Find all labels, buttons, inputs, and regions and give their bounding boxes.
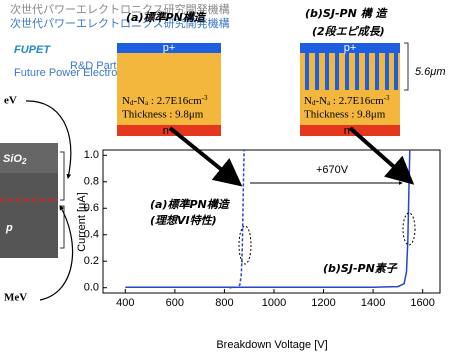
annotation: +670V	[316, 164, 349, 176]
logo-small: 次世代パワーエレクトロニクス研究開発機構	[10, 2, 230, 16]
x-tick-label: 1600	[410, 297, 434, 309]
drift-layer	[117, 53, 221, 125]
x-tick-label: 600	[166, 297, 184, 309]
y-axis-label: Current [μA]	[76, 192, 88, 252]
y-tick-label: 0.8	[84, 176, 99, 188]
y-tick-label: 1.0	[84, 149, 99, 161]
bracket	[60, 151, 65, 249]
structure-title: (a)標準PN構造	[126, 11, 207, 24]
layer-label: p+	[163, 42, 176, 54]
p-layer	[117, 43, 221, 53]
structure-title: (b)SJ-PN 構 造	[305, 7, 388, 20]
p-layer	[300, 43, 400, 53]
y-tick-label: 0.4	[84, 229, 99, 241]
annotation: (a)標準PN構造	[150, 198, 231, 211]
line	[125, 149, 411, 289]
y-tick-label: 0.0	[84, 282, 99, 294]
x-tick-label: 400	[116, 297, 134, 309]
logo-sub: 次世代パワーエレクトロニクス研究開発機構	[10, 16, 230, 30]
plot: 400 600 800 1000 1200 1400 1600 0.0 0.2 0.4 0.6 0.8…	[84, 149, 435, 309]
layer-label: n+	[344, 125, 357, 137]
pillars	[305, 53, 398, 90]
highlight	[402, 212, 416, 246]
x-axis-label: Breakdown Voltage [V]	[216, 339, 327, 351]
logo-name: FUPET	[14, 44, 51, 56]
y-tick-label: 0.6	[84, 202, 99, 214]
oxide-band	[0, 143, 58, 173]
structure-subtitle: (2段エピ成長)	[312, 25, 385, 38]
annotation: (b)SJ-PN素子	[323, 262, 398, 275]
thickness: Thickness : 9.8μm	[304, 109, 386, 121]
region-label: p	[5, 222, 13, 234]
pillar-depth: 5.6μm	[415, 66, 445, 78]
doping: Nd-Na : 2.7E16cm-3	[304, 94, 390, 107]
oxide-label: SiO2	[3, 153, 27, 166]
annotation: (理想VI特性)	[150, 214, 217, 227]
n-layer	[117, 125, 221, 136]
plot-frame	[102, 149, 441, 294]
doping: Nd-Na : 2.7E16cm-3	[122, 94, 208, 107]
thickness: Thickness : 9.8μm	[122, 109, 204, 121]
arrow	[348, 126, 415, 185]
bracket	[404, 42, 409, 91]
x-tick-label: 1400	[361, 297, 385, 309]
top-label: eV	[4, 95, 17, 107]
highlight	[238, 225, 252, 265]
layer-label: p+	[344, 42, 357, 54]
arrow	[25, 100, 72, 179]
line	[229, 149, 245, 289]
x-tick-label: 1000	[262, 297, 286, 309]
y-tick-label: 0.2	[84, 255, 99, 267]
bottom-label: MeV	[4, 292, 27, 304]
arrow	[39, 205, 74, 301]
x-tick-label: 800	[215, 297, 233, 309]
x-tick-label: 1200	[311, 297, 335, 309]
arrow	[168, 126, 243, 187]
